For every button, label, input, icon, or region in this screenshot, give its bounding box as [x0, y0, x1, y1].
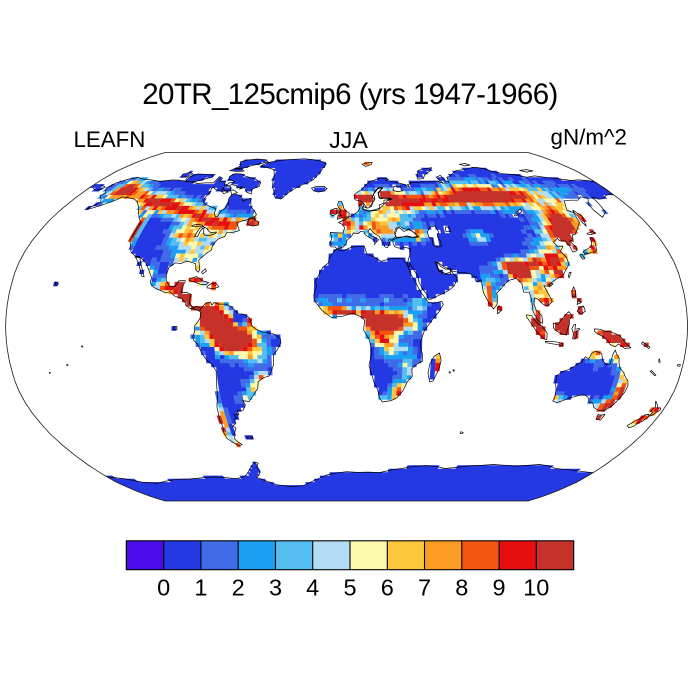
svg-text:7: 7 [418, 575, 431, 601]
svg-text:8: 8 [455, 575, 468, 601]
svg-text:gN/m^2: gN/m^2 [551, 125, 627, 150]
svg-text:5: 5 [343, 575, 356, 601]
svg-text:10: 10 [523, 575, 549, 601]
svg-text:9: 9 [493, 575, 506, 601]
svg-text:6: 6 [381, 575, 394, 601]
svg-text:1: 1 [194, 575, 207, 601]
svg-text:3: 3 [269, 575, 282, 601]
svg-text:20TR_125cmip6 (yrs 1947-1966): 20TR_125cmip6 (yrs 1947-1966) [142, 78, 558, 111]
svg-text:0: 0 [157, 575, 170, 601]
svg-text:4: 4 [306, 575, 319, 601]
svg-text:2: 2 [232, 575, 245, 601]
svg-text:JJA: JJA [329, 127, 368, 153]
svg-text:LEAFN: LEAFN [74, 127, 146, 152]
